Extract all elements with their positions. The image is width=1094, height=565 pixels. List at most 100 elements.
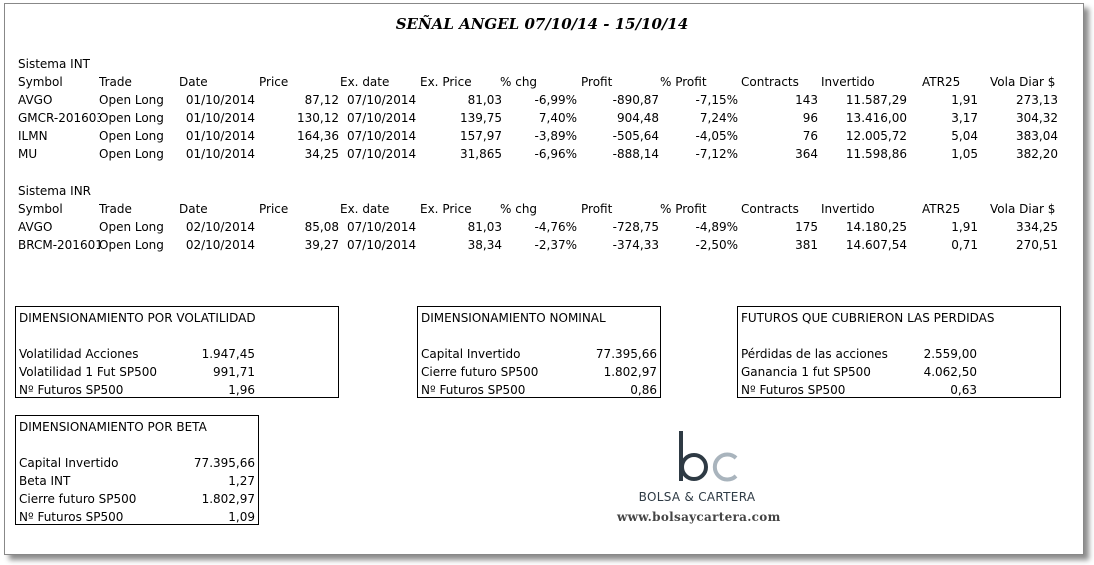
table-cell-atr25: 5,04 xyxy=(951,129,978,143)
summary-value: 0,63 xyxy=(950,383,977,397)
table-cell-ex-price: 38,34 xyxy=(467,238,502,252)
table-cell-invertido: 14.607,54 xyxy=(845,238,907,252)
table-cell-trade: Open Long xyxy=(99,220,164,234)
table-cell-ex-price: 139,75 xyxy=(460,111,502,125)
summary-label: Nº Futuros SP500 xyxy=(741,383,846,397)
column-header-profit: Profit xyxy=(581,75,613,89)
table-cell-invertido: 14.180,25 xyxy=(845,220,907,234)
system-name: Sistema INT xyxy=(18,57,90,71)
summary-label: Pérdidas de las acciones xyxy=(741,347,888,361)
website-url[interactable]: www.bolsaycartera.com xyxy=(617,510,781,524)
summary-label: Cierre futuro SP500 xyxy=(19,492,137,506)
table-cell-ex-price: 81,03 xyxy=(467,93,502,107)
summary-label: Capital Invertido xyxy=(421,347,521,361)
table-cell-pct-chg: -6,96% xyxy=(534,147,577,161)
column-header-symbol: Symbol xyxy=(18,202,63,216)
table-cell-atr25: 1,91 xyxy=(951,93,978,107)
table-cell-contracts: 96 xyxy=(802,111,818,125)
table-cell-profit: 904,48 xyxy=(617,111,659,125)
logo-c-letter xyxy=(712,452,738,482)
table-cell-profit: -505,64 xyxy=(612,129,659,143)
table-cell-contracts: 364 xyxy=(795,147,818,161)
table-cell-ex-price: 31,865 xyxy=(460,147,502,161)
column-header-contracts: Contracts xyxy=(741,75,799,89)
table-cell-ex-date: 07/10/2014 xyxy=(347,147,417,161)
table-cell-atr25: 1,91 xyxy=(951,220,978,234)
table-cell-pct-profit: 7,24% xyxy=(699,111,738,125)
summary-value: 2.559,00 xyxy=(923,347,977,361)
summary-label: Ganancia 1 fut SP500 xyxy=(741,365,871,379)
table-cell-atr25: 0,71 xyxy=(951,238,978,252)
summary-value: 1,96 xyxy=(228,383,255,397)
table-cell-price: 164,36 xyxy=(297,129,339,143)
summary-box-title: DIMENSIONAMIENTO NOMINAL xyxy=(421,311,606,325)
summary-label: Volatilidad 1 Fut SP500 xyxy=(19,365,157,379)
summary-box xyxy=(15,306,339,398)
table-cell-pct-chg: -4,76% xyxy=(534,220,577,234)
column-header-date: Date xyxy=(179,202,208,216)
summary-value: 77.395,66 xyxy=(595,347,657,361)
table-cell-profit: -374,33 xyxy=(612,238,659,252)
table-cell-profit: -728,75 xyxy=(612,220,659,234)
column-header-symbol: Symbol xyxy=(18,75,63,89)
table-cell-date: 02/10/2014 xyxy=(185,220,255,234)
summary-value: 77.395,66 xyxy=(193,456,255,470)
table-cell-vola-diar: 383,04 xyxy=(1016,129,1058,143)
table-cell-profit: -890,87 xyxy=(612,93,659,107)
summary-box-title: DIMENSIONAMIENTO POR BETA xyxy=(19,420,207,434)
table-cell-price: 34,25 xyxy=(304,147,339,161)
column-header-ex-price: Ex. Price xyxy=(420,202,472,216)
table-cell-contracts: 143 xyxy=(795,93,818,107)
summary-label: Nº Futuros SP500 xyxy=(19,510,124,524)
summary-label: Capital Invertido xyxy=(19,456,119,470)
table-cell-symbol: GMCR-201603 xyxy=(18,111,100,125)
table-cell-price: 130,12 xyxy=(297,111,339,125)
column-header-pct-profit: % Profit xyxy=(660,75,707,89)
summary-label: Nº Futuros SP500 xyxy=(19,383,124,397)
column-header-invertido: Invertido xyxy=(821,202,875,216)
table-cell-ex-date: 07/10/2014 xyxy=(347,238,417,252)
table-cell-pct-chg: -6,99% xyxy=(534,93,577,107)
column-header-price: Price xyxy=(259,75,289,89)
summary-value: 4.062,50 xyxy=(923,365,977,379)
table-cell-symbol: MU xyxy=(18,147,38,161)
summary-value: 1,27 xyxy=(228,474,255,488)
summary-label: Cierre futuro SP500 xyxy=(421,365,539,379)
bolsa-cartera-logo xyxy=(679,431,738,482)
sheet-title: SEÑAL ANGEL 07/10/14 - 15/10/14 xyxy=(395,15,689,33)
table-cell-pct-chg: -2,37% xyxy=(534,238,577,252)
column-header-profit: Profit xyxy=(581,202,613,216)
table-cell-pct-chg: -3,89% xyxy=(534,129,577,143)
table-cell-vola-diar: 270,51 xyxy=(1016,238,1058,252)
summary-label: Beta INT xyxy=(19,474,71,488)
column-header-pct-chg: % chg xyxy=(500,202,538,216)
summary-box-title: DIMENSIONAMIENTO POR VOLATILIDAD xyxy=(19,311,256,325)
table-cell-profit: -888,14 xyxy=(612,147,659,161)
table-cell-trade: Open Long xyxy=(99,238,164,252)
table-cell-date: 01/10/2014 xyxy=(185,111,255,125)
column-header-pct-profit: % Profit xyxy=(660,202,707,216)
summary-value: 991,71 xyxy=(213,365,255,379)
table-cell-symbol: ILMN xyxy=(18,129,48,143)
summary-label: Nº Futuros SP500 xyxy=(421,383,526,397)
summary-label: Volatilidad Acciones xyxy=(19,347,139,361)
logo-brand-text: BOLSA & CARTERA xyxy=(638,490,756,504)
table-cell-vola-diar: 273,13 xyxy=(1016,93,1058,107)
column-header-vola-diar: Vola Diar $ xyxy=(990,75,1056,89)
spreadsheet-sheet: SEÑAL ANGEL 07/10/14 - 15/10/14 Sistema … xyxy=(4,3,1084,555)
table-cell-date: 01/10/2014 xyxy=(185,147,255,161)
table-cell-ex-price: 157,97 xyxy=(460,129,502,143)
table-cell-atr25: 1,05 xyxy=(951,147,978,161)
table-cell-pct-profit: -7,15% xyxy=(695,93,738,107)
summary-box xyxy=(15,415,259,525)
table-cell-symbol: BRCM-201601 xyxy=(18,238,100,252)
table-cell-vola-diar: 334,25 xyxy=(1016,220,1058,234)
table-cell-invertido: 11.598,86 xyxy=(845,147,907,161)
column-header-price: Price xyxy=(259,202,289,216)
table-cell-trade: Open Long xyxy=(99,129,164,143)
summary-value: 1,09 xyxy=(228,510,255,524)
table-cell-pct-profit: -7,12% xyxy=(695,147,738,161)
table-cell-pct-profit: -4,89% xyxy=(695,220,738,234)
table-cell-contracts: 175 xyxy=(795,220,818,234)
table-cell-price: 85,08 xyxy=(304,220,339,234)
